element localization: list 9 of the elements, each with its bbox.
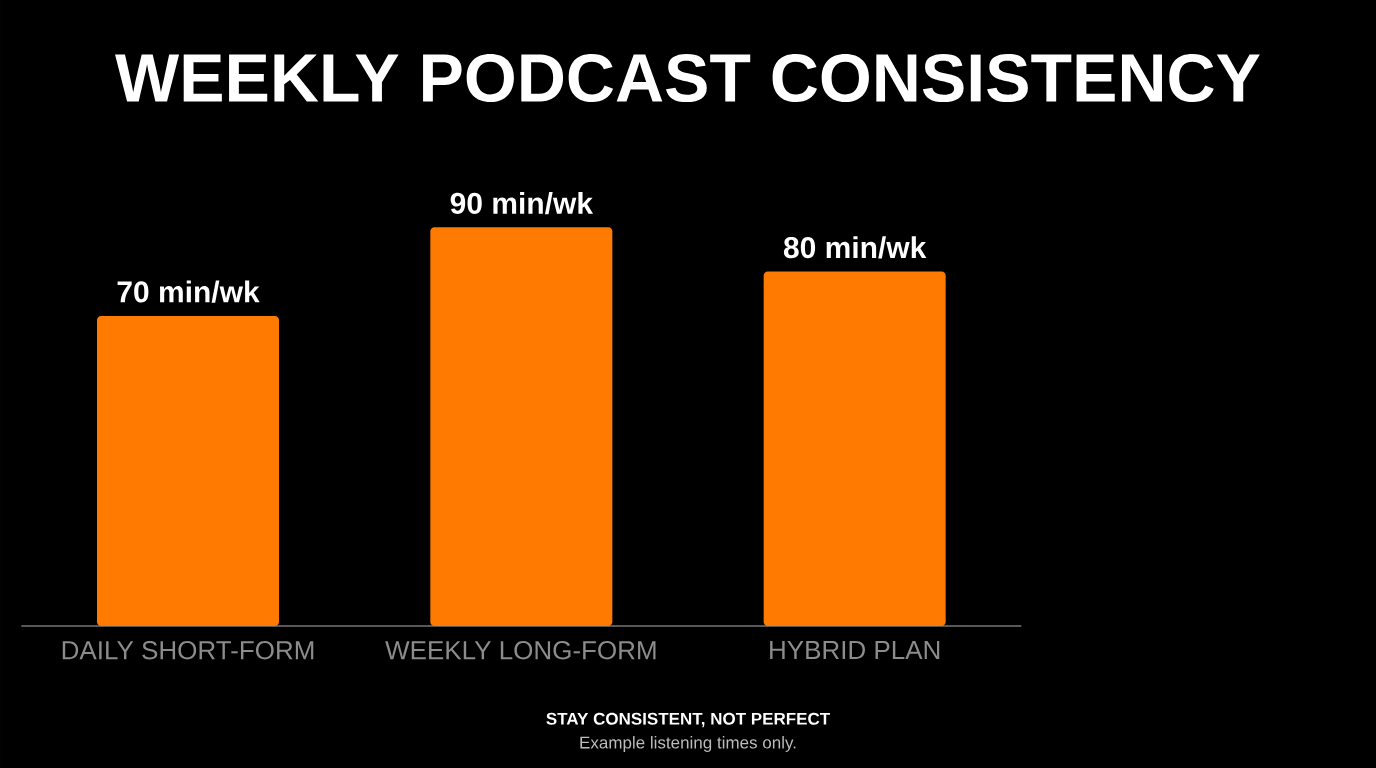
data-label: 70 min/wk bbox=[117, 280, 260, 303]
x-tick-label: WEEKLY LONG-FORM bbox=[385, 641, 656, 660]
text: Example listening times only. bbox=[580, 736, 796, 752]
x-tick-label: HYBRID PLAN bbox=[770, 641, 940, 659]
data-label: 90 min/wk bbox=[450, 191, 594, 215]
chart-title: WEEKLY PODCAST CONSISTENCY bbox=[115, 53, 1260, 103]
text: STAY CONSISTENT, NOT PERFECT bbox=[546, 712, 830, 728]
x-tick-label: DAILY SHORT-FORM bbox=[62, 641, 314, 660]
data-label: 80 min/wk bbox=[783, 236, 927, 259]
